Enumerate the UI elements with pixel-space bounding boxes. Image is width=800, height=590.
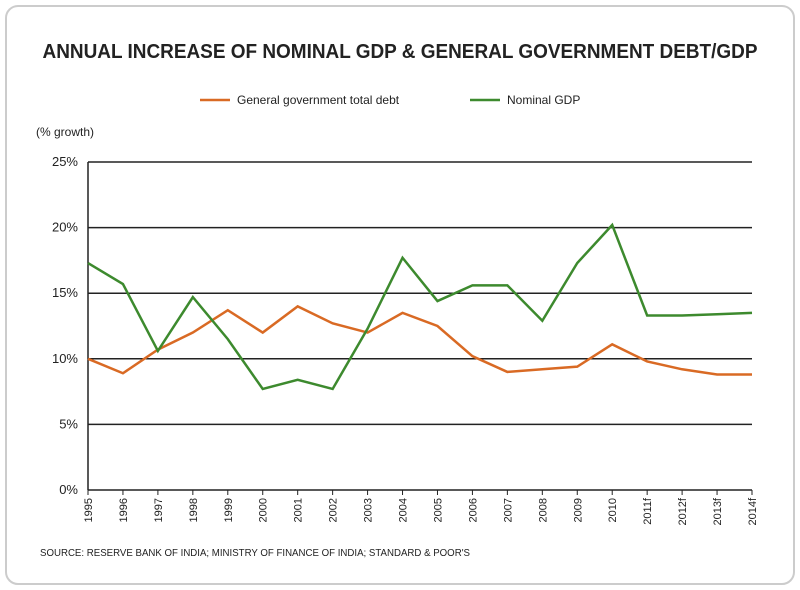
y-tick-label: 5% xyxy=(59,416,78,431)
legend-label: General government total debt xyxy=(237,93,400,107)
y-tick-label: 10% xyxy=(52,351,78,366)
source-note: SOURCE: RESERVE BANK OF INDIA; MINISTRY … xyxy=(40,548,470,559)
x-tick-label: 2002 xyxy=(328,498,340,522)
x-tick-label: 2005 xyxy=(432,498,444,522)
legend-label: Nominal GDP xyxy=(507,93,580,107)
x-tick-label: 1998 xyxy=(188,498,200,522)
x-tick-label: 2014f xyxy=(747,497,759,525)
x-tick-label: 2013f xyxy=(712,497,724,525)
x-tick-label: 2006 xyxy=(467,498,479,522)
x-tick-label: 2009 xyxy=(572,498,584,522)
x-tick-label: 1999 xyxy=(223,498,235,522)
data-line xyxy=(87,222,753,391)
y-tick-label: 20% xyxy=(52,220,78,235)
x-tick-label: 2007 xyxy=(502,498,514,522)
x-tick-label: 2004 xyxy=(398,498,410,522)
x-tick-label: 1997 xyxy=(153,498,165,522)
x-tick-label: 2008 xyxy=(537,498,549,522)
chart-title: ANNUAL INCREASE OF NOMINAL GDP & GENERAL… xyxy=(43,41,758,63)
x-tick-label: 2012f xyxy=(677,497,689,525)
x-tick-label: 1995 xyxy=(83,498,95,522)
x-tick-label: 2011f xyxy=(642,497,654,525)
y-tick-label: 0% xyxy=(59,482,78,497)
y-axis-label: (% growth) xyxy=(36,125,94,139)
x-tick-label: 2001 xyxy=(293,498,305,522)
x-tick-label: 1996 xyxy=(118,498,130,522)
x-tick-label: 2003 xyxy=(363,498,375,522)
y-tick-label: 25% xyxy=(52,154,78,169)
y-tick-label: 15% xyxy=(52,285,78,300)
data-line xyxy=(87,304,752,376)
x-tick-label: 2010 xyxy=(607,498,619,522)
x-tick-label: 2000 xyxy=(258,498,270,522)
frame xyxy=(5,5,795,585)
